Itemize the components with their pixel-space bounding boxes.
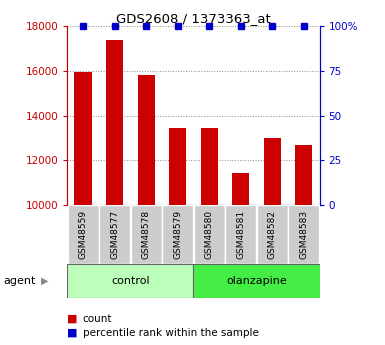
Bar — [67, 205, 99, 264]
Text: control: control — [111, 276, 150, 286]
Bar — [67, 264, 194, 298]
Bar — [131, 205, 162, 264]
Bar — [194, 205, 225, 264]
Text: GSM48581: GSM48581 — [236, 210, 245, 259]
Text: agent: agent — [4, 276, 36, 286]
Bar — [232, 173, 249, 205]
Bar — [106, 40, 123, 205]
Bar — [169, 128, 186, 205]
Text: GSM48583: GSM48583 — [299, 210, 308, 259]
Bar — [257, 205, 288, 264]
Text: ▶: ▶ — [40, 276, 48, 286]
Bar — [295, 145, 313, 205]
Bar — [264, 138, 281, 205]
Bar — [225, 205, 256, 264]
Text: olanzapine: olanzapine — [226, 276, 287, 286]
Text: ■: ■ — [67, 328, 78, 338]
Bar — [162, 205, 193, 264]
Bar — [137, 75, 155, 205]
Bar — [201, 128, 218, 205]
Text: GSM48559: GSM48559 — [79, 210, 88, 259]
Text: percentile rank within the sample: percentile rank within the sample — [83, 328, 259, 338]
Bar — [74, 72, 92, 205]
Text: count: count — [83, 314, 112, 324]
Text: GSM48578: GSM48578 — [142, 210, 151, 259]
Text: GSM48582: GSM48582 — [268, 210, 277, 259]
Text: ■: ■ — [67, 314, 78, 324]
Title: GDS2608 / 1373363_at: GDS2608 / 1373363_at — [116, 12, 271, 25]
Bar — [99, 205, 130, 264]
Bar — [194, 264, 320, 298]
Text: GSM48579: GSM48579 — [173, 210, 182, 259]
Bar — [288, 205, 320, 264]
Text: GSM48577: GSM48577 — [110, 210, 119, 259]
Text: GSM48580: GSM48580 — [205, 210, 214, 259]
